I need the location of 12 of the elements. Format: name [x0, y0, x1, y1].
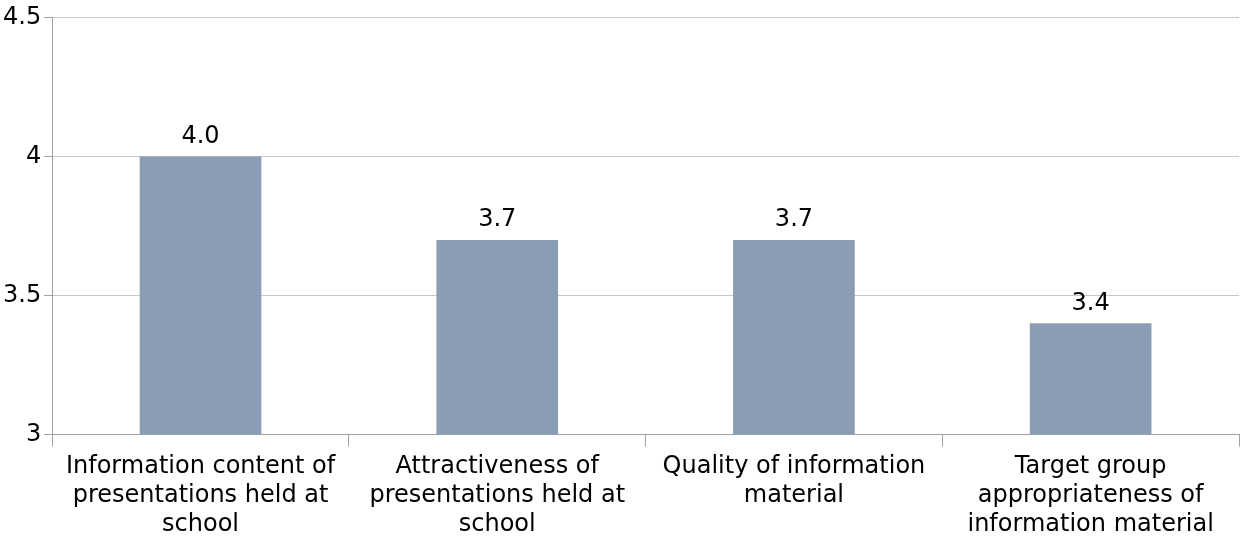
data-label: 3.4 [1071, 287, 1110, 316]
data-label: 3.7 [774, 204, 814, 233]
y-tick-label: 4.5 [3, 1, 42, 30]
y-tick-label: 3.5 [3, 279, 42, 308]
x-tick-label: Attractiveness of presentations held at school [369, 451, 626, 537]
x-tick-label: Information content of presentations held at school [65, 451, 336, 537]
data-label: 3.7 [478, 204, 517, 233]
data-label: 4.0 [181, 120, 220, 149]
x-tick-label: Quality of information material [662, 451, 926, 509]
y-tick-label: 3 [25, 418, 42, 447]
x-tick-label: Target group appropriateness of information material [967, 451, 1214, 537]
y-tick-label: 4 [25, 140, 42, 169]
